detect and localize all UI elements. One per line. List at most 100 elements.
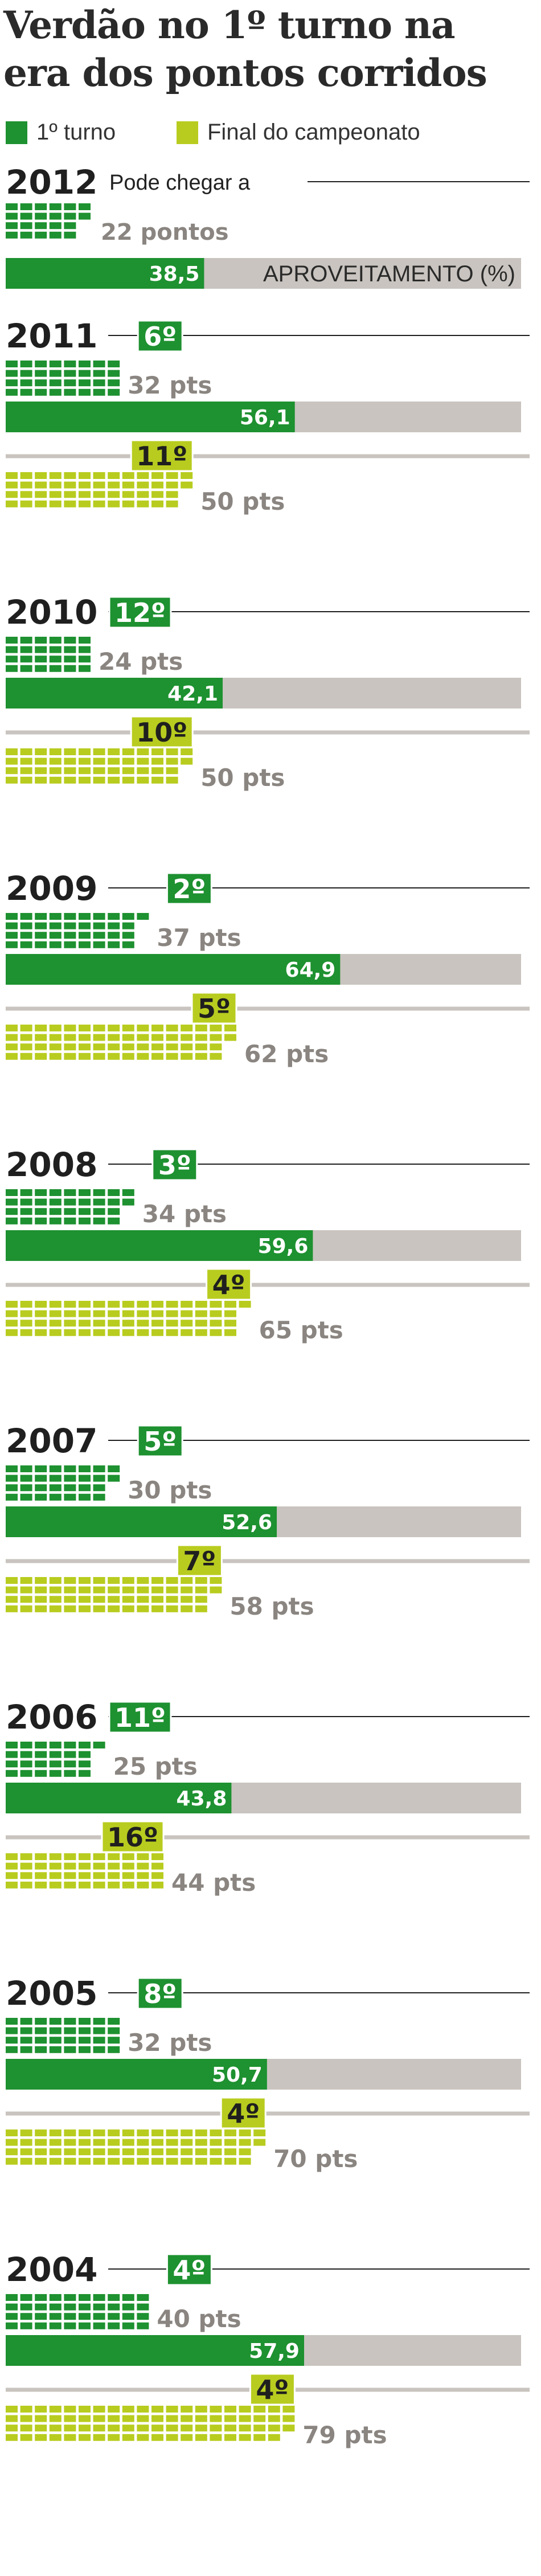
first-turn-2008-square (35, 1198, 47, 1206)
first-turn-2012-square (49, 222, 62, 230)
final-2007-square (35, 1577, 47, 1584)
first-turn-2009-square (20, 941, 32, 948)
final-2005-square (49, 2148, 62, 2156)
final-2006-square (122, 1881, 134, 1889)
first-turn-2004-square (93, 2294, 105, 2301)
final-2004-square (122, 2406, 134, 2413)
final-2006-square (79, 1881, 91, 1889)
final-2008-square (93, 1320, 105, 1327)
final-2011-square (108, 481, 120, 489)
first-turn-2008-square (108, 1217, 120, 1224)
final-2005-square (137, 2157, 149, 2165)
final-2005-square (35, 2129, 47, 2136)
first-turn-2007-square (64, 1475, 76, 1482)
final-2006-square (79, 1872, 91, 1879)
final-2011-square (49, 491, 62, 498)
final-2009-square (166, 1034, 178, 1041)
first-turn-2010-square (49, 646, 62, 653)
first-turn-2004-square (137, 2294, 149, 2301)
final-2005-square (93, 2139, 105, 2146)
first-turn-rank-2005: 8º (144, 1979, 177, 2009)
final-2010-square (122, 748, 134, 755)
final-2005-square (224, 2129, 236, 2136)
first-turn-2006-square (64, 1760, 76, 1768)
final-2010-square (20, 748, 32, 755)
final-2005-square (20, 2129, 32, 2136)
final-2007-square (79, 1577, 91, 1584)
first-turn-2005-square (64, 2027, 76, 2034)
final-2011-square (151, 472, 163, 479)
final-2009-square (93, 1043, 105, 1051)
final-2004-square (195, 2415, 207, 2422)
first-turn-2005-square (6, 2037, 18, 2044)
final-2011-square (93, 491, 105, 498)
aproveitamento-label-2008: 59,6 (258, 1235, 309, 1258)
first-turn-2011-square (64, 361, 76, 367)
final-2010-square (181, 757, 193, 765)
first-turn-2004-square (35, 2303, 47, 2311)
first-turn-2010-square (35, 665, 47, 672)
first-turn-2005-square (64, 2037, 76, 2044)
final-2009-square (137, 1034, 149, 1041)
final-2009-square (64, 1043, 76, 1051)
first-turn-2012-square (20, 222, 32, 230)
final-2004-square (253, 2406, 266, 2413)
final-2006-square (93, 1853, 105, 1860)
final-2008-square (224, 1301, 236, 1308)
final-2008-square (181, 1301, 193, 1308)
first-turn-2008-square (20, 1208, 32, 1215)
legend: 1º turno Final do campeonato (6, 120, 535, 159)
final-points-label-2008: 65 pts (259, 1316, 343, 1344)
final-2009-square (35, 1025, 47, 1031)
first-turn-2006-square (6, 1760, 18, 1768)
first-turn-2004-square (137, 2322, 149, 2329)
final-2011-square (181, 472, 193, 479)
first-turn-2008-square (108, 1208, 120, 1215)
first-turn-2012-square (49, 212, 62, 220)
first-turn-2009-square (79, 941, 91, 948)
final-2009-square (210, 1025, 222, 1031)
final-2010-square (166, 767, 178, 775)
first-turn-2010-square (79, 656, 91, 663)
first-turn-2012-square (6, 203, 18, 210)
first-turn-2011-square (64, 370, 76, 377)
final-2010-square (20, 757, 32, 765)
first-turn-2007-square (108, 1465, 120, 1472)
first-turn-2012-square (35, 212, 47, 220)
first-turn-2005-square (35, 2027, 47, 2034)
first-turn-2008-square (20, 1189, 32, 1196)
final-2010-square (64, 748, 76, 755)
first-turn-rank-2004: 4º (173, 2255, 206, 2286)
first-turn-2007-square (79, 1493, 91, 1501)
final-2009-square (79, 1043, 91, 1051)
final-2008-square (6, 1329, 18, 1336)
final-2010-square (35, 767, 47, 775)
first-turn-2008-square (108, 1198, 120, 1206)
year-label-2010: 2010 (6, 593, 97, 632)
first-turn-2007-square (64, 1465, 76, 1472)
final-points-label-2011: 50 pts (200, 488, 285, 515)
final-2008-square (64, 1320, 76, 1327)
final-2011-square (79, 500, 91, 507)
final-2010-square (64, 757, 76, 765)
final-2011-square (64, 472, 76, 479)
aproveitamento-label-2005: 50,7 (212, 2063, 263, 2087)
first-turn-2011-square (49, 370, 62, 377)
aproveitamento-bar-2009 (6, 954, 341, 985)
final-2010-square (93, 776, 105, 784)
first-turn-2005-square (49, 2027, 62, 2034)
first-turn-rank-2004-box (166, 2253, 212, 2286)
first-turn-2004-square (20, 2313, 32, 2320)
final-2008-square (181, 1320, 193, 1327)
aproveitamento-bar-2011 (6, 402, 295, 432)
final-2010-square (108, 767, 120, 775)
final-2005-square (195, 2129, 207, 2136)
first-turn-2005-square (64, 2046, 76, 2053)
final-2004-square (268, 2415, 280, 2422)
first-turn-2005-square (20, 2027, 32, 2034)
final-2008-square (20, 1301, 32, 1308)
first-turn-2011-square (6, 388, 18, 396)
first-turn-2008-square (35, 1208, 47, 1215)
final-2005-square (181, 2157, 193, 2165)
first-turn-2004-square (122, 2303, 134, 2311)
